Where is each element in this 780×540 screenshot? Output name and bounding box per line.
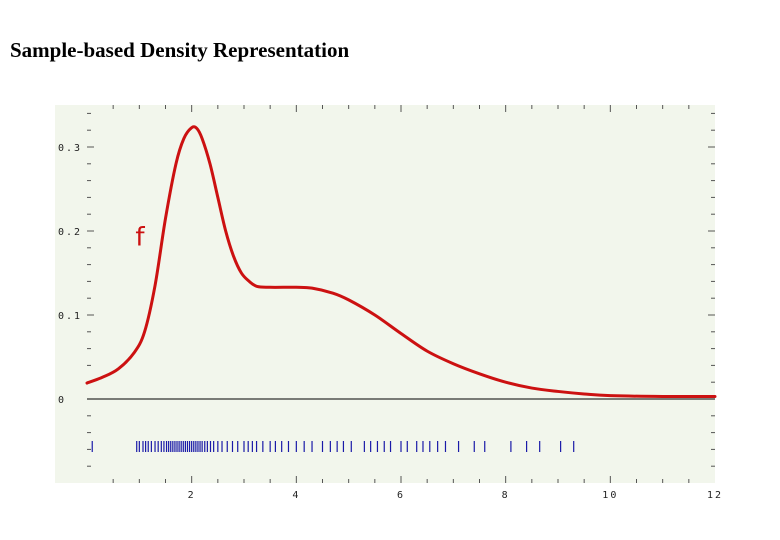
x-tick-label: 4 <box>292 490 300 501</box>
page-title: Sample-based Density Representation <box>10 38 350 62</box>
x-tick-label: 6 <box>397 490 405 501</box>
x-tick-label: 12 <box>707 490 723 501</box>
x-axis-ticks: 2 4 6 8 10 12 <box>112 105 723 501</box>
y-axis-ticks: 0 0.1 0.2 0.3 <box>58 112 715 467</box>
y-tick-label: 0.2 <box>58 227 82 238</box>
y-tick-label: 0 <box>58 395 66 406</box>
plot-background <box>55 105 715 483</box>
x-tick-label: 2 <box>188 490 196 501</box>
sample-rug <box>91 441 575 452</box>
y-tick-label: 0.3 <box>58 143 82 154</box>
curve-label-f: f <box>135 222 145 252</box>
x-tick-label: 8 <box>502 490 510 501</box>
y-tick-label: 0.1 <box>58 311 82 322</box>
x-tick-label: 10 <box>602 490 618 501</box>
density-curve-f <box>85 125 717 399</box>
